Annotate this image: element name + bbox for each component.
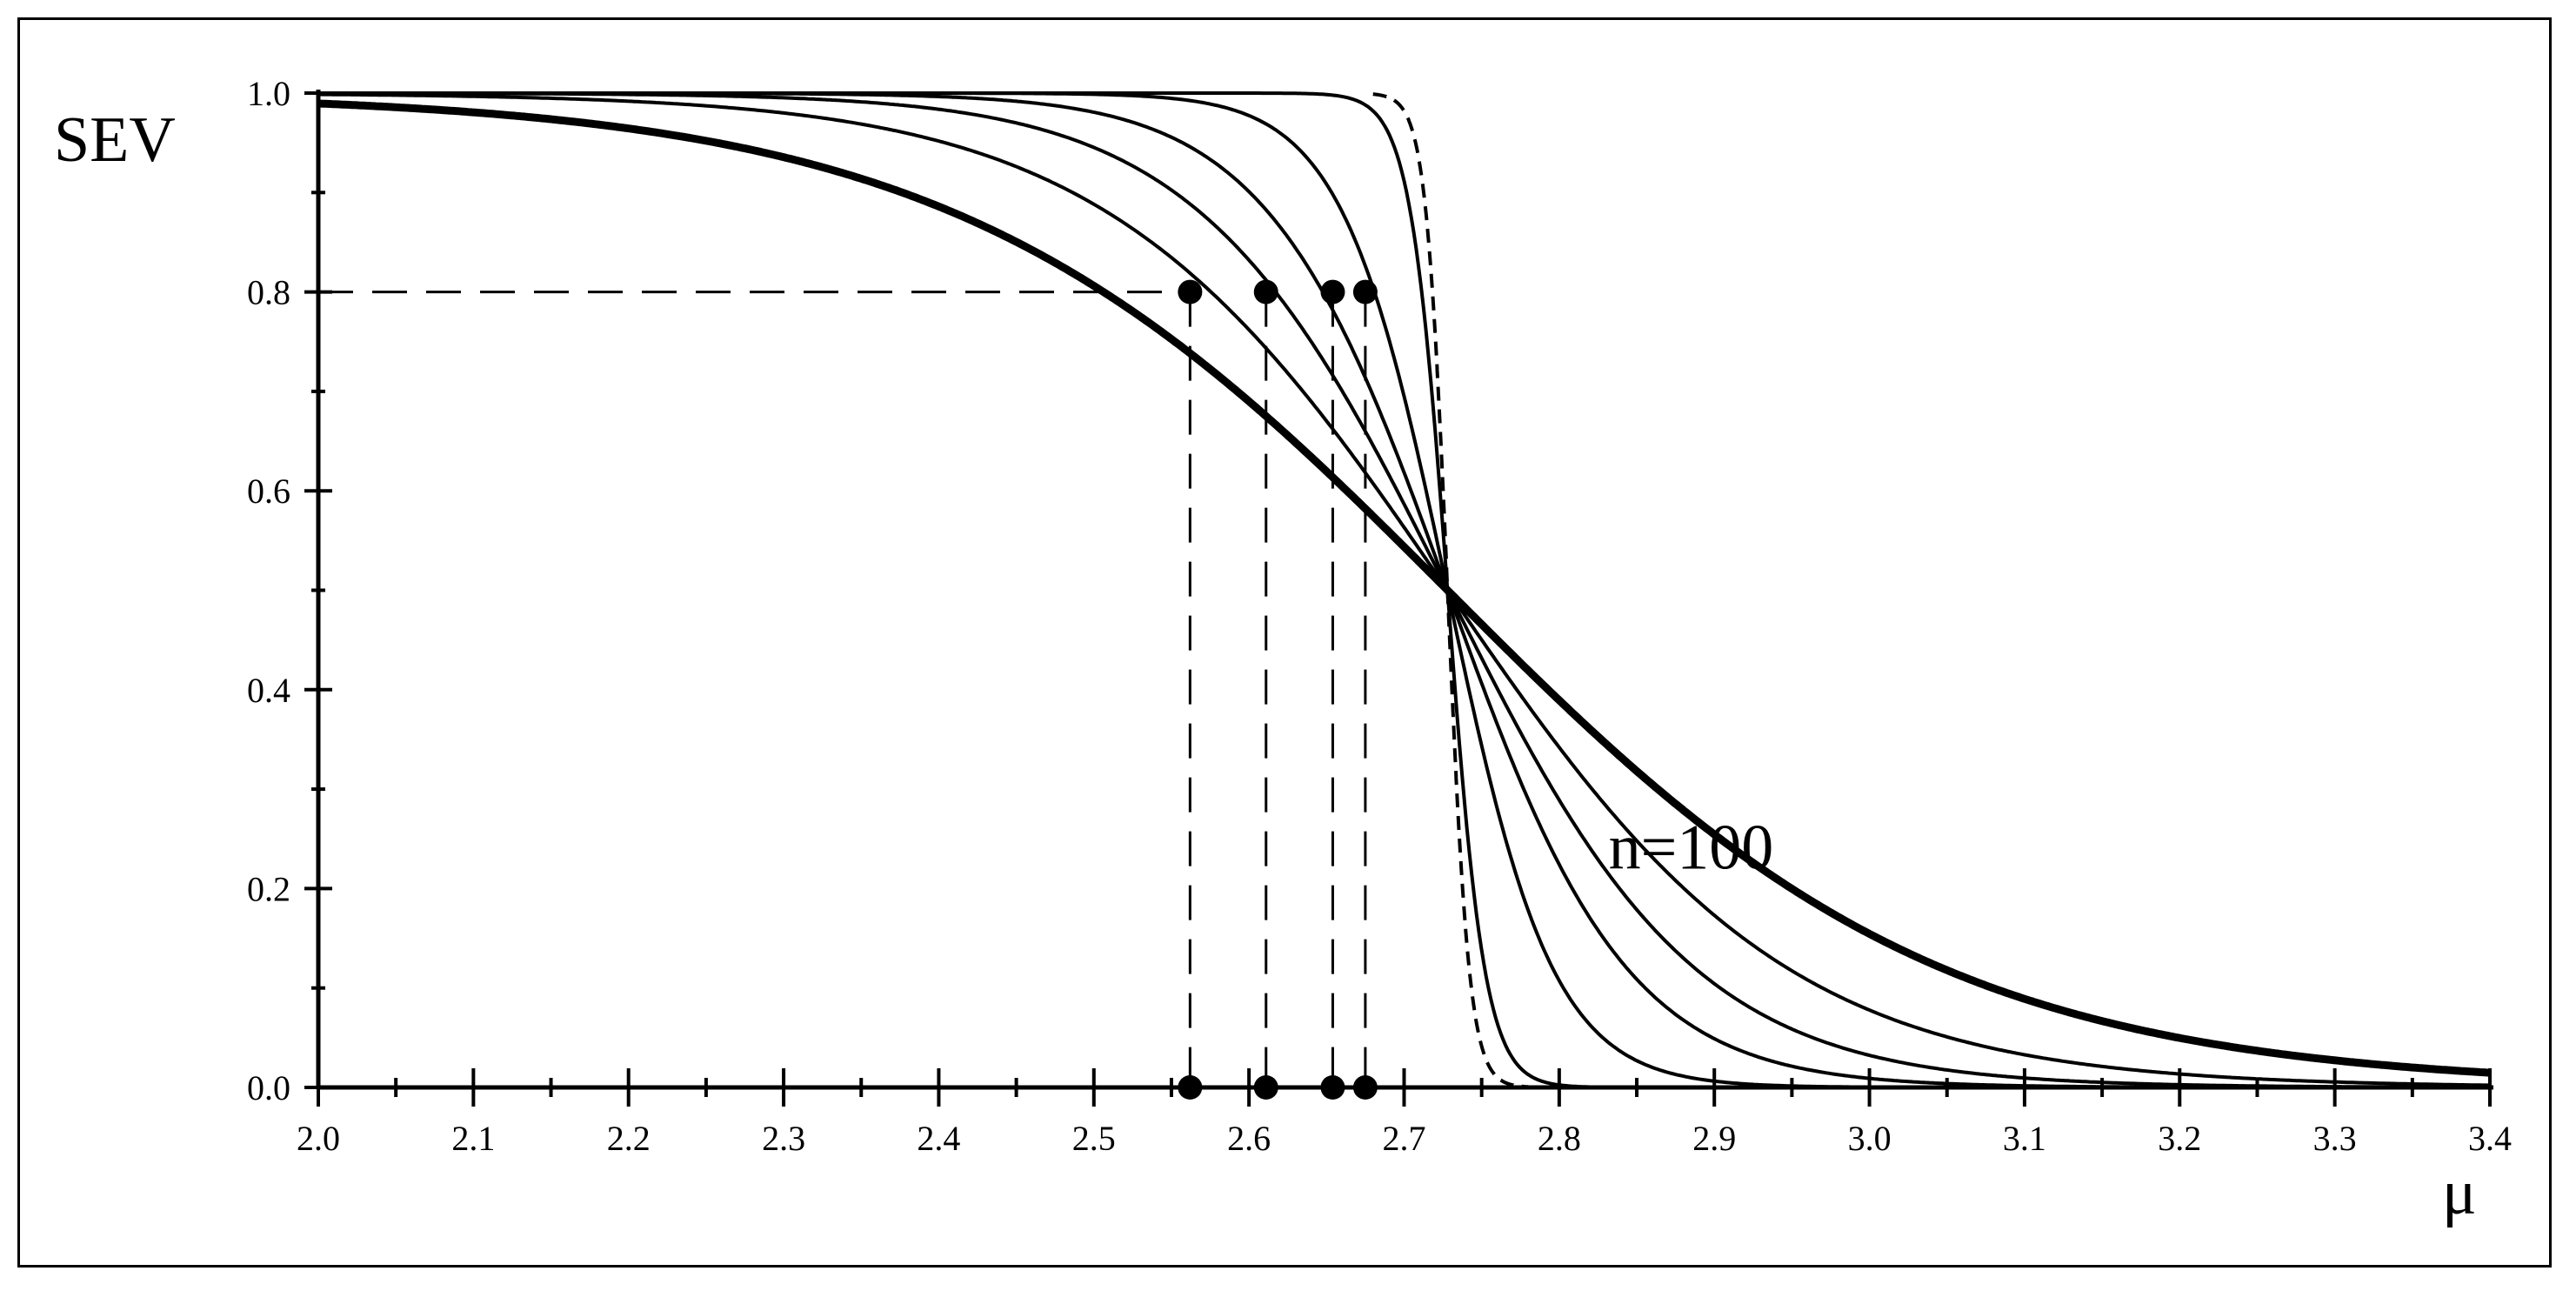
series-group xyxy=(317,91,2492,1089)
axes xyxy=(316,90,2493,1090)
y-tick-label: 0.8 xyxy=(247,273,290,312)
chart-frame xyxy=(17,17,2552,1268)
threshold-point-lower-1 xyxy=(1178,1075,1203,1100)
x-tick-label: 2.4 xyxy=(917,1119,960,1158)
y-axis-label: SEV xyxy=(54,104,176,176)
threshold-point-lower-3 xyxy=(1320,1075,1345,1100)
x-tick-label: 2.5 xyxy=(1072,1119,1116,1158)
series-line-4 xyxy=(318,91,2490,1089)
labels: 2.0 2.1 2.2 2.3 2.4 2.5 2.6 2.7 2.8 2.9 3.0 3.1 3.2 3… xyxy=(54,74,2512,1228)
series-line-7 xyxy=(1371,92,1530,1089)
y-tick-label: 0.0 xyxy=(247,1068,290,1107)
y-tick-label: 0.2 xyxy=(247,869,290,908)
reference-lines xyxy=(318,291,1367,1087)
x-tick-label: 2.2 xyxy=(607,1119,651,1158)
series-line-3 xyxy=(318,91,2490,1089)
series-line-6 xyxy=(318,91,2490,1089)
x-tick-label: 3.3 xyxy=(2313,1119,2357,1158)
series-line-1 xyxy=(317,99,2492,1077)
x-tick-label: 2.7 xyxy=(1383,1119,1426,1158)
threshold-point-upper-1 xyxy=(1178,279,1203,304)
threshold-point-lower-2 xyxy=(1253,1075,1278,1100)
x-tick-label: 2.9 xyxy=(1692,1119,1736,1158)
y-tick-label: 1.0 xyxy=(247,74,290,113)
x-tick-label: 2.3 xyxy=(762,1119,805,1158)
threshold-point-upper-3 xyxy=(1320,279,1345,304)
x-tick-label: 2.0 xyxy=(297,1119,340,1158)
y-tick-label: 0.4 xyxy=(247,671,290,710)
x-tick-label: 3.4 xyxy=(2468,1119,2512,1158)
series-line-2 xyxy=(318,92,2491,1087)
x-tick-label: 2.1 xyxy=(451,1119,495,1158)
threshold-points xyxy=(1178,279,1378,1100)
series-annotation: n=100 xyxy=(1609,813,1774,884)
threshold-point-lower-4 xyxy=(1352,1075,1378,1100)
threshold-point-upper-2 xyxy=(1253,279,1278,304)
ticks xyxy=(304,91,2492,1107)
x-tick-label: 2.6 xyxy=(1227,1119,1271,1158)
x-tick-label: 2.8 xyxy=(1538,1119,1581,1158)
x-tick-label: 3.2 xyxy=(2158,1119,2201,1158)
x-tick-label: 3.0 xyxy=(1848,1119,1892,1158)
threshold-point-upper-4 xyxy=(1352,279,1378,304)
y-tick-label: 0.6 xyxy=(247,472,290,511)
series-line-5 xyxy=(318,91,2490,1089)
x-tick-label: 3.1 xyxy=(2003,1119,2046,1158)
x-axis-label: μ xyxy=(2442,1157,2477,1228)
